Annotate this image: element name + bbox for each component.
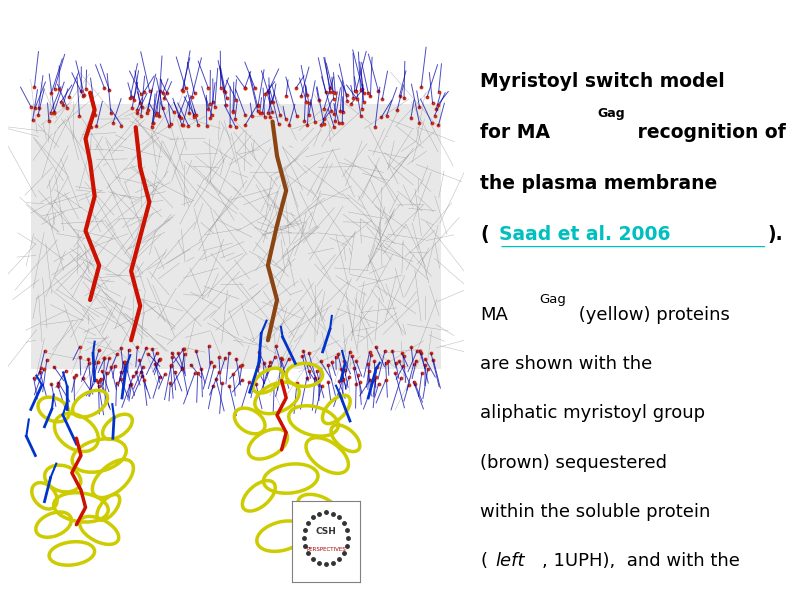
FancyBboxPatch shape <box>30 104 442 369</box>
Text: within the soluble protein: within the soluble protein <box>480 503 710 521</box>
Text: aliphatic myristoyl group: aliphatic myristoyl group <box>480 404 706 422</box>
Text: the plasma membrane: the plasma membrane <box>480 174 718 193</box>
Text: Myristoyl switch model: Myristoyl switch model <box>480 72 725 91</box>
Text: for MA: for MA <box>480 123 550 142</box>
Text: recognition of: recognition of <box>630 123 786 142</box>
Text: are shown with the: are shown with the <box>480 355 653 373</box>
Text: (: ( <box>480 552 487 570</box>
Text: MA: MA <box>480 306 508 324</box>
Text: Gag: Gag <box>538 293 566 306</box>
Text: PERSPECTIVES: PERSPECTIVES <box>306 547 346 552</box>
Text: CSH: CSH <box>315 527 337 536</box>
Text: ).: ). <box>767 225 783 244</box>
Text: (: ( <box>480 225 489 244</box>
Text: Gag: Gag <box>598 107 626 121</box>
Text: left: left <box>496 552 526 570</box>
Text: (yellow) proteins: (yellow) proteins <box>573 306 730 324</box>
Text: , 1UPH),  and with the: , 1UPH), and with the <box>542 552 740 570</box>
Text: (brown) sequestered: (brown) sequestered <box>480 454 667 472</box>
Text: Saad et al. 2006: Saad et al. 2006 <box>499 225 670 244</box>
